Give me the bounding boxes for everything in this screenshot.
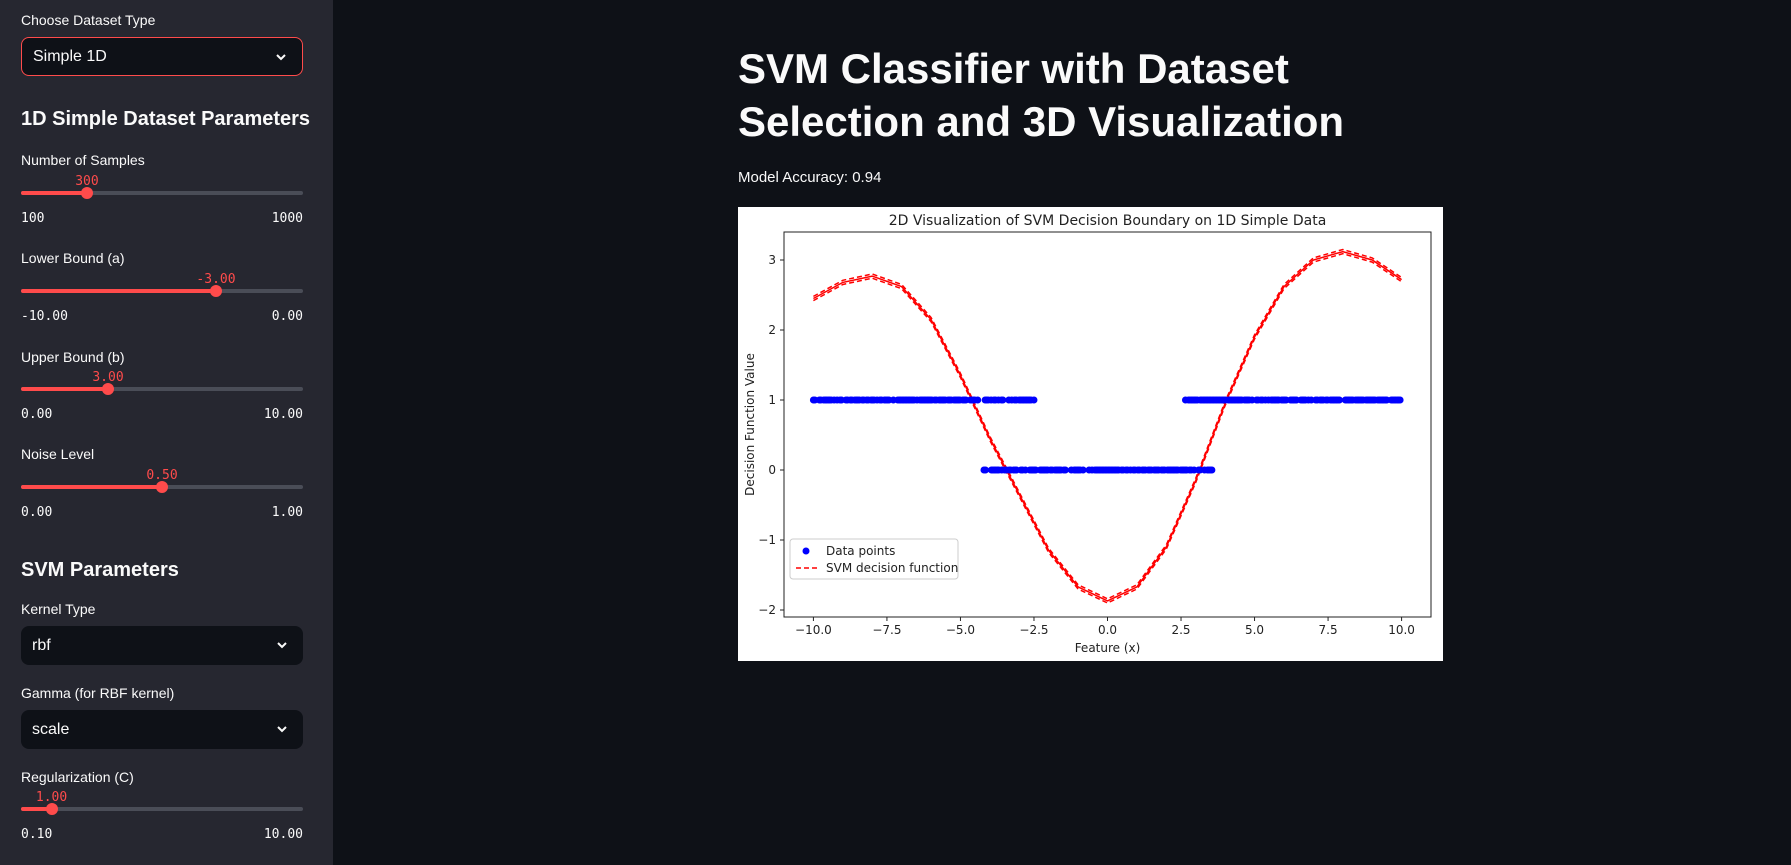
slider-fill: [21, 289, 216, 293]
slider-fill: [21, 191, 87, 195]
legend-marker-points: [802, 547, 810, 555]
slider-track[interactable]: [21, 191, 303, 195]
slider-max: 10.00: [263, 827, 303, 842]
data-point: [1208, 466, 1216, 474]
slider-min: -10.00: [21, 309, 68, 324]
regularization-slider[interactable]: 1.00 0.10 10.00: [21, 790, 303, 850]
slider-value: -3.00: [196, 272, 236, 287]
x-tick-label: 2.5: [1171, 623, 1190, 637]
chevron-down-icon: [277, 726, 287, 733]
decision-function-line: [813, 250, 1403, 602]
legend-label-points: Data points: [826, 544, 895, 558]
svm-params-heading: SVM Parameters: [21, 559, 179, 581]
legend-box: [789, 538, 959, 580]
samples-label: Number of Samples: [21, 152, 145, 168]
slider-fill: [21, 807, 52, 811]
kernel-type-value: rbf: [32, 636, 51, 654]
upper-bound-label: Upper Bound (b): [21, 349, 125, 365]
x-tick-label: 0.0: [1098, 623, 1117, 637]
decision-function-line: [813, 252, 1403, 604]
main-content: SVM Classifier with Dataset Selection an…: [333, 0, 1791, 865]
slider-max: 1000: [271, 211, 303, 226]
slider-min: 100: [21, 211, 45, 226]
slider-track[interactable]: [21, 387, 303, 391]
chart-svg: 2D Visualization of SVM Decision Boundar…: [743, 213, 1432, 655]
slider-thumb[interactable]: [102, 383, 114, 395]
x-axis-label: Feature (x): [1075, 641, 1141, 655]
slider-max: 0.00: [271, 309, 303, 324]
data-point: [999, 396, 1007, 404]
x-tick-label: −2.5: [1019, 623, 1048, 637]
data-point: [1396, 396, 1404, 404]
chart-title: 2D Visualization of SVM Decision Boundar…: [889, 213, 1327, 229]
page-title: SVM Classifier with Dataset Selection an…: [738, 45, 1345, 145]
slider-fill: [21, 387, 108, 391]
sidebar: Choose Dataset Type Simple 1D 1D Simple …: [0, 0, 333, 865]
samples-slider[interactable]: 300 100 1000: [21, 174, 303, 234]
noise-level-label: Noise Level: [21, 446, 95, 462]
dataset-type-select[interactable]: Simple 1D: [21, 37, 303, 76]
y-tick-label: 1: [768, 393, 776, 407]
slider-min: 0.00: [21, 505, 53, 520]
slider-thumb[interactable]: [80, 187, 93, 199]
data-point: [974, 396, 982, 404]
y-axis-label: Decision Function Value: [743, 353, 757, 496]
dataset-type-label: Choose Dataset Type: [21, 12, 156, 28]
data-point: [1061, 466, 1069, 474]
y-tick-label: 0: [768, 463, 776, 477]
data-point: [981, 466, 989, 474]
decision-function-line: [813, 248, 1403, 600]
kernel-type-label: Kernel Type: [21, 601, 96, 617]
data-point: [1030, 396, 1038, 404]
y-tick-label: −1: [758, 533, 776, 547]
legend-label-line: SVM decision function: [826, 561, 958, 575]
y-tick-label: 3: [768, 253, 776, 267]
slider-min: 0.00: [21, 407, 53, 422]
gamma-select[interactable]: scale: [21, 710, 303, 749]
lower-bound-label: Lower Bound (a): [21, 250, 125, 266]
kernel-type-select[interactable]: rbf: [21, 626, 303, 665]
data-point: [1335, 396, 1343, 404]
x-tick-label: 5.0: [1245, 623, 1264, 637]
chart-figure: 2D Visualization of SVM Decision Boundar…: [738, 207, 1443, 661]
slider-value: 300: [75, 174, 99, 189]
lower-bound-slider[interactable]: -3.00 -10.00 0.00: [21, 272, 303, 332]
chevron-down-icon: [277, 642, 287, 649]
data-point: [1079, 466, 1087, 474]
chevron-down-icon: [276, 54, 286, 61]
y-tick-label: −2: [758, 603, 776, 617]
slider-fill: [21, 485, 162, 489]
gamma-value: scale: [32, 720, 70, 738]
noise-level-slider[interactable]: 0.50 0.00 1.00: [21, 468, 303, 528]
slider-thumb[interactable]: [45, 803, 58, 815]
upper-bound-slider[interactable]: 3.00 0.00 10.00: [21, 370, 303, 430]
slider-min: 0.10: [21, 827, 53, 842]
regularization-label: Regularization (C): [21, 769, 134, 785]
x-tick-label: −10.0: [795, 623, 832, 637]
dataset-type-value: Simple 1D: [33, 47, 107, 65]
model-accuracy: Model Accuracy: 0.94: [738, 169, 882, 186]
slider-value: 0.50: [146, 468, 178, 483]
slider-thumb[interactable]: [156, 481, 168, 493]
slider-track[interactable]: [21, 807, 303, 811]
x-tick-label: −7.5: [872, 623, 901, 637]
x-tick-label: 7.5: [1319, 623, 1338, 637]
slider-max: 1.00: [271, 505, 303, 520]
slider-value: 3.00: [92, 370, 124, 385]
x-tick-label: 10.0: [1388, 623, 1415, 637]
slider-value: 1.00: [35, 790, 68, 805]
dataset-params-heading: 1D Simple Dataset Parameters: [21, 108, 311, 130]
slider-thumb[interactable]: [210, 285, 222, 297]
y-tick-label: 2: [768, 323, 776, 337]
gamma-label: Gamma (for RBF kernel): [21, 685, 175, 701]
slider-max: 10.00: [263, 407, 303, 422]
x-tick-label: −5.0: [946, 623, 975, 637]
